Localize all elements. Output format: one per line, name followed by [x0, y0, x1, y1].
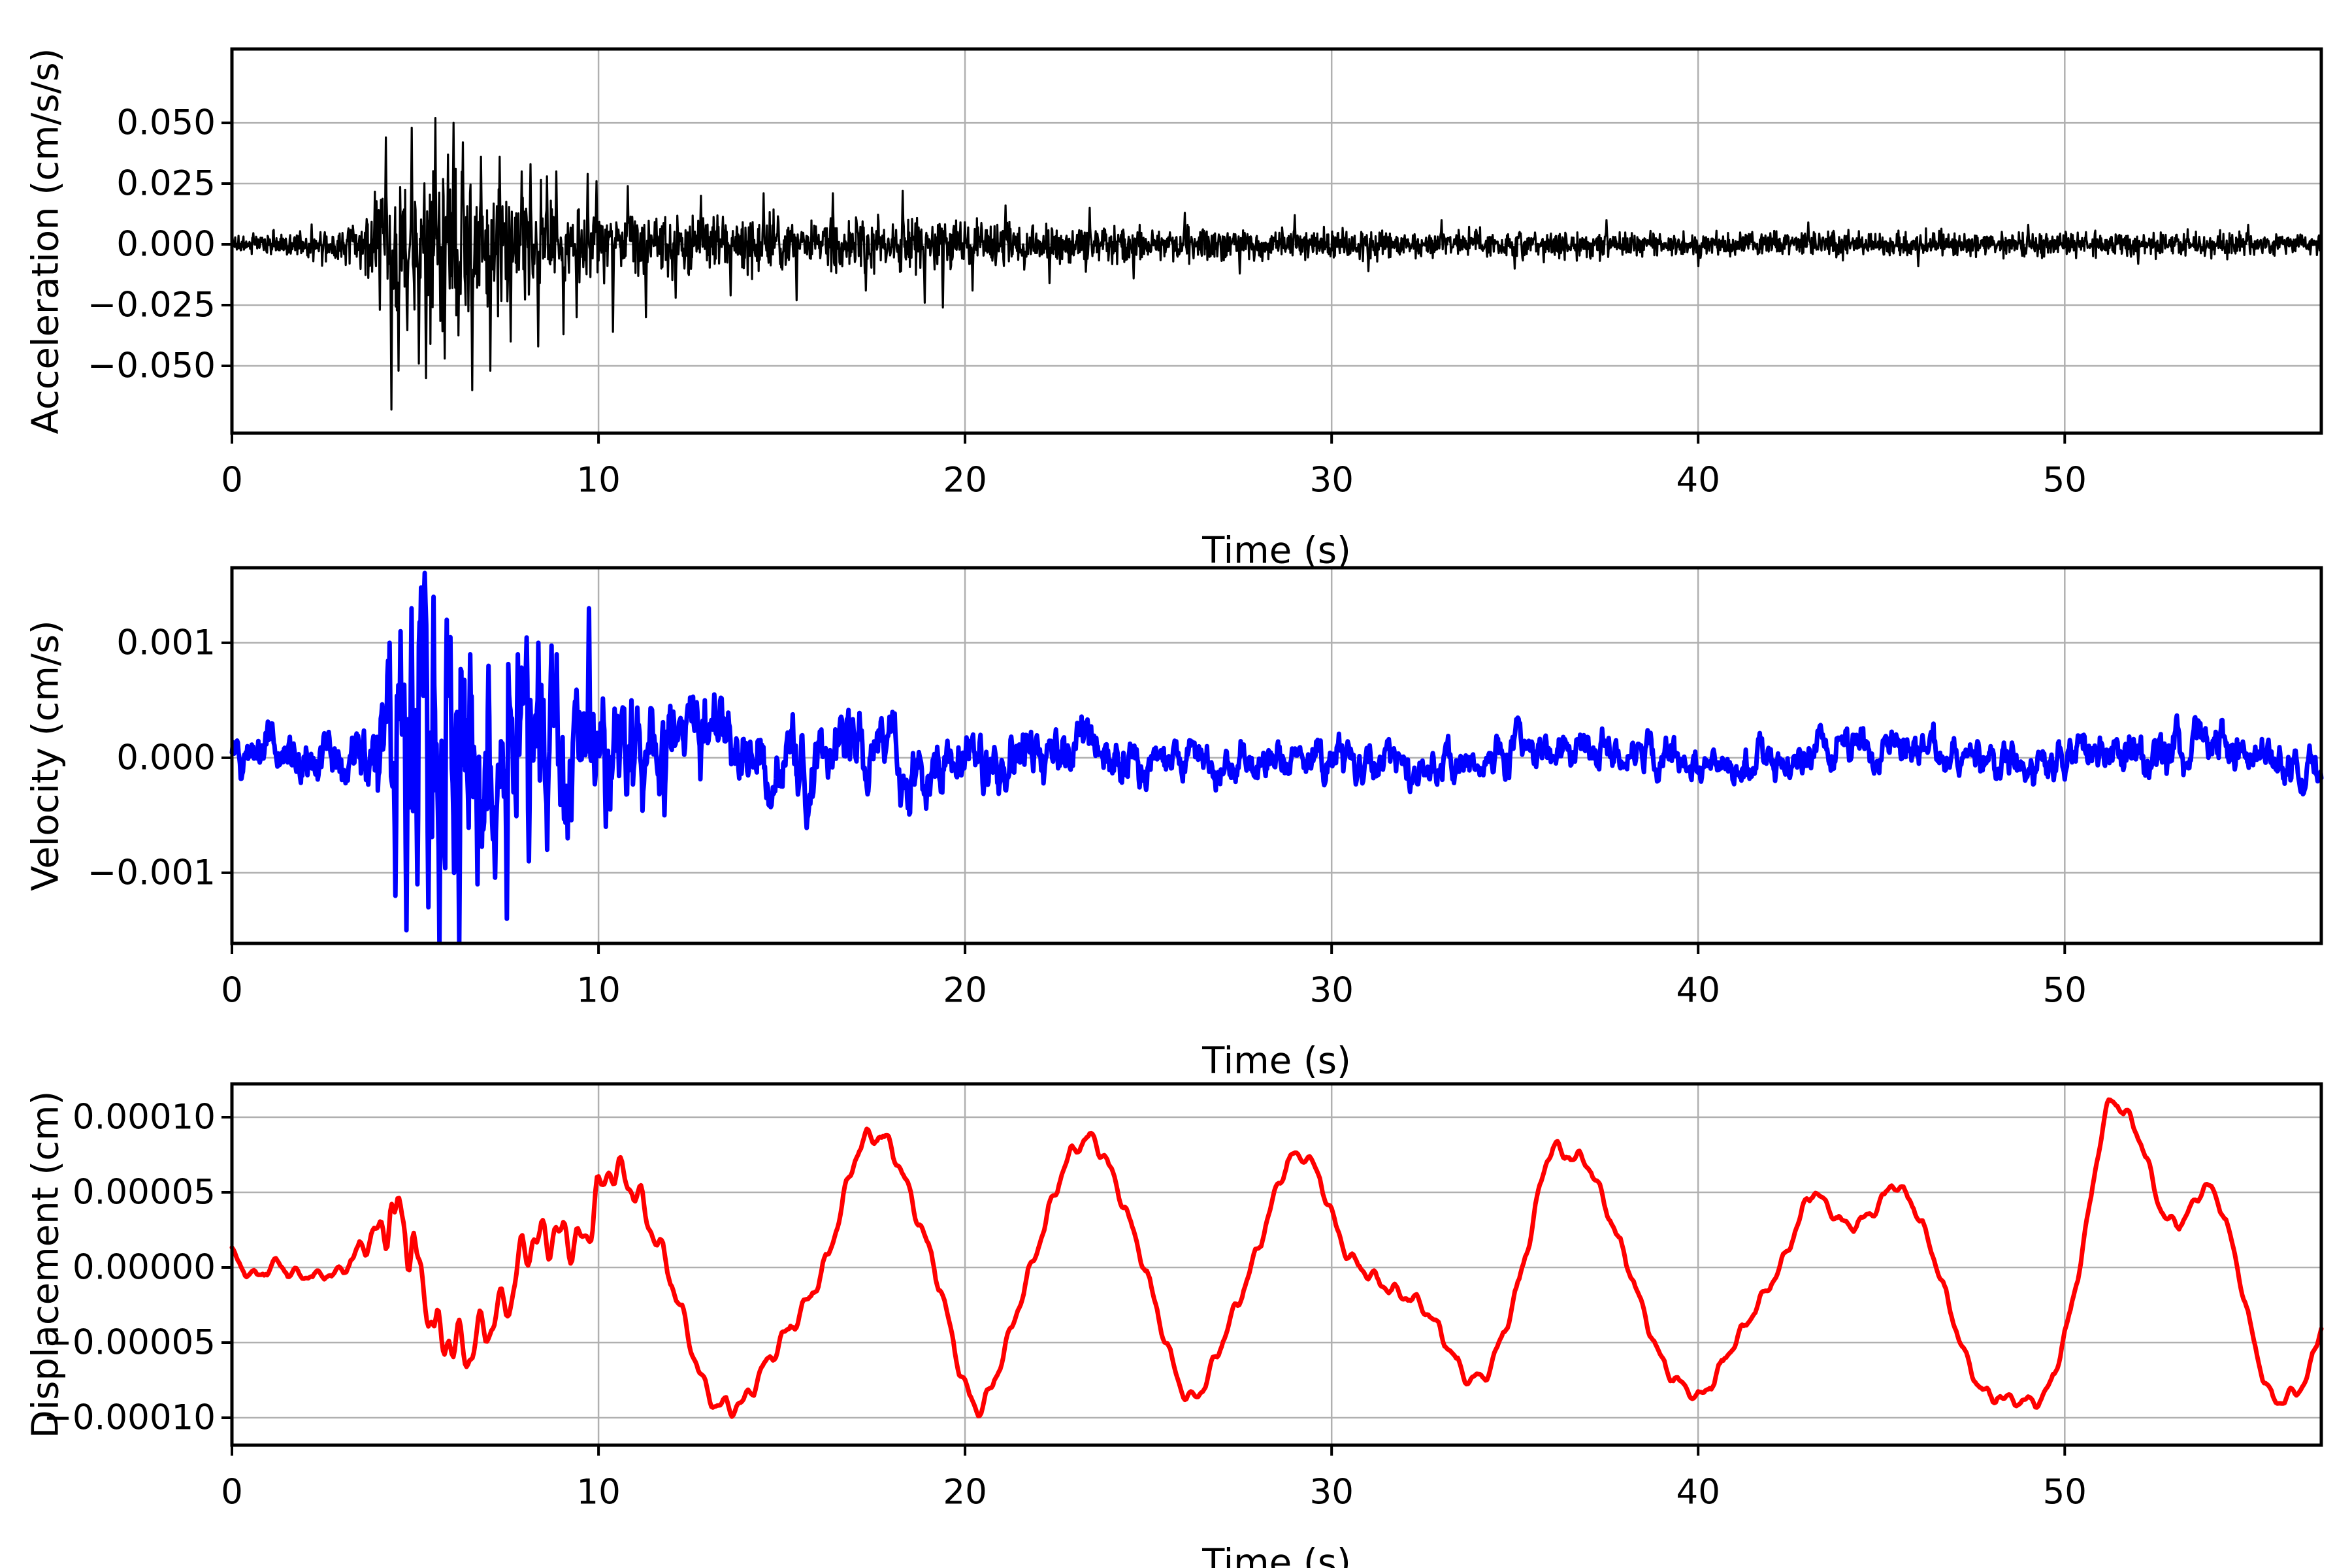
x-tick-label: 40	[1676, 971, 1720, 1011]
x-tick-label: 50	[2043, 1473, 2087, 1512]
grid-lines	[231, 1084, 2321, 1445]
x-tick-label: 0	[221, 971, 243, 1011]
acceleration-subplot: 0 10 20 30 40 50 0.050 0.025 0.000 −0.025 −0.050 Ti…	[25, 47, 2323, 572]
velocity-trace	[229, 570, 2324, 944]
acceleration-x-axis-label: Time (s)	[1201, 530, 1351, 572]
x-tick-label: 10	[576, 971, 620, 1011]
displacement-y-axis-label: Displacement (cm)	[25, 1091, 67, 1439]
x-tick-label: 30	[1309, 461, 1353, 500]
x-tick-label: 30	[1309, 1473, 1353, 1512]
displacement-x-axis-label: Time (s)	[1201, 1542, 1351, 1568]
displacement-trace	[229, 1097, 2324, 1419]
acceleration-y-axis-label: Acceleration (cm/s/s)	[25, 48, 67, 434]
y-tick-label: −0.025	[88, 286, 216, 325]
x-tick-label: 10	[576, 1473, 620, 1512]
acceleration-trace	[231, 117, 2323, 411]
y-tick-label: −0.001	[88, 853, 216, 892]
x-tick-label: 0	[221, 461, 243, 500]
x-tick-label: 20	[943, 1473, 987, 1512]
y-tick-label: 0.001	[116, 623, 216, 662]
y-tick-label: 0.000	[116, 225, 216, 265]
axes-frame	[230, 566, 2323, 945]
y-tick-label: −0.00010	[43, 1398, 216, 1438]
displacement-plot-area	[232, 1084, 2321, 1445]
y-tick-label: −0.050	[88, 346, 216, 386]
y-tick-label: 0.00005	[73, 1173, 216, 1213]
velocity-y-axis-label: Velocity (cm/s)	[25, 620, 67, 891]
x-tick-label: 20	[943, 971, 987, 1011]
velocity-subplot: 0 10 20 30 40 50 0.001 0.000 −0.001 Time (s) Veloc…	[25, 566, 2324, 1083]
axes-frame	[230, 47, 2323, 435]
displacement-subplot: 0 10 20 30 40 50 0.00010 0.00005 0.00000 −0.00005…	[25, 1082, 2324, 1568]
x-tick-label: 30	[1309, 971, 1353, 1011]
x-tick-label: 40	[1676, 1473, 1720, 1512]
y-tick-label: 0.050	[116, 103, 216, 143]
velocity-x-axis-label: Time (s)	[1201, 1040, 1351, 1083]
y-tick-label: 0.00000	[73, 1248, 216, 1288]
x-tick-label: 40	[1676, 461, 1720, 500]
axes-frame	[230, 1082, 2323, 1447]
x-tick-label: 10	[576, 461, 620, 500]
y-tick-label: 0.025	[116, 164, 216, 204]
y-tick-label: −0.00005	[43, 1323, 216, 1363]
y-tick-label: 0.000	[116, 738, 216, 777]
x-tick-label: 50	[2043, 971, 2087, 1011]
x-tick-label: 20	[943, 461, 987, 500]
x-tick-label: 0	[221, 1473, 243, 1512]
y-tick-label: 0.00010	[73, 1098, 216, 1137]
x-tick-label: 50	[2043, 461, 2087, 500]
